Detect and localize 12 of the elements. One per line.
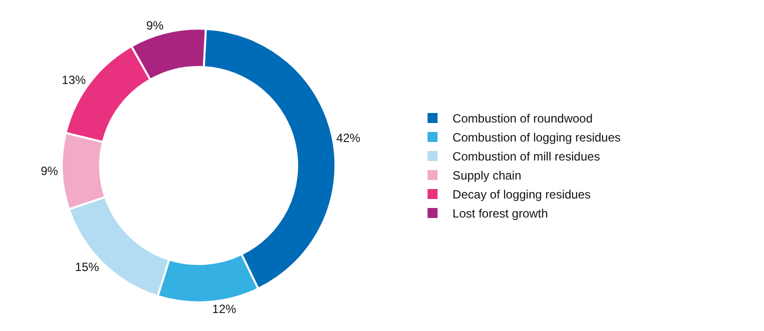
legend-label: Combustion of logging residues [452, 130, 621, 145]
legend-label: Lost forest growth [452, 206, 548, 221]
data-label: 13% [62, 73, 86, 88]
data-label: 12% [212, 302, 237, 316]
data-label: 42% [336, 131, 361, 146]
legend-label: Combustion of roundwood [452, 112, 593, 126]
data-label: 9% [40, 164, 58, 178]
legend-label: Combustion of mill residues [452, 150, 600, 164]
legend-label: Decay of logging residues [452, 188, 591, 202]
legend-label: Supply chain [452, 168, 522, 183]
data-label: 15% [75, 260, 100, 274]
data-label: 9% [146, 18, 164, 33]
